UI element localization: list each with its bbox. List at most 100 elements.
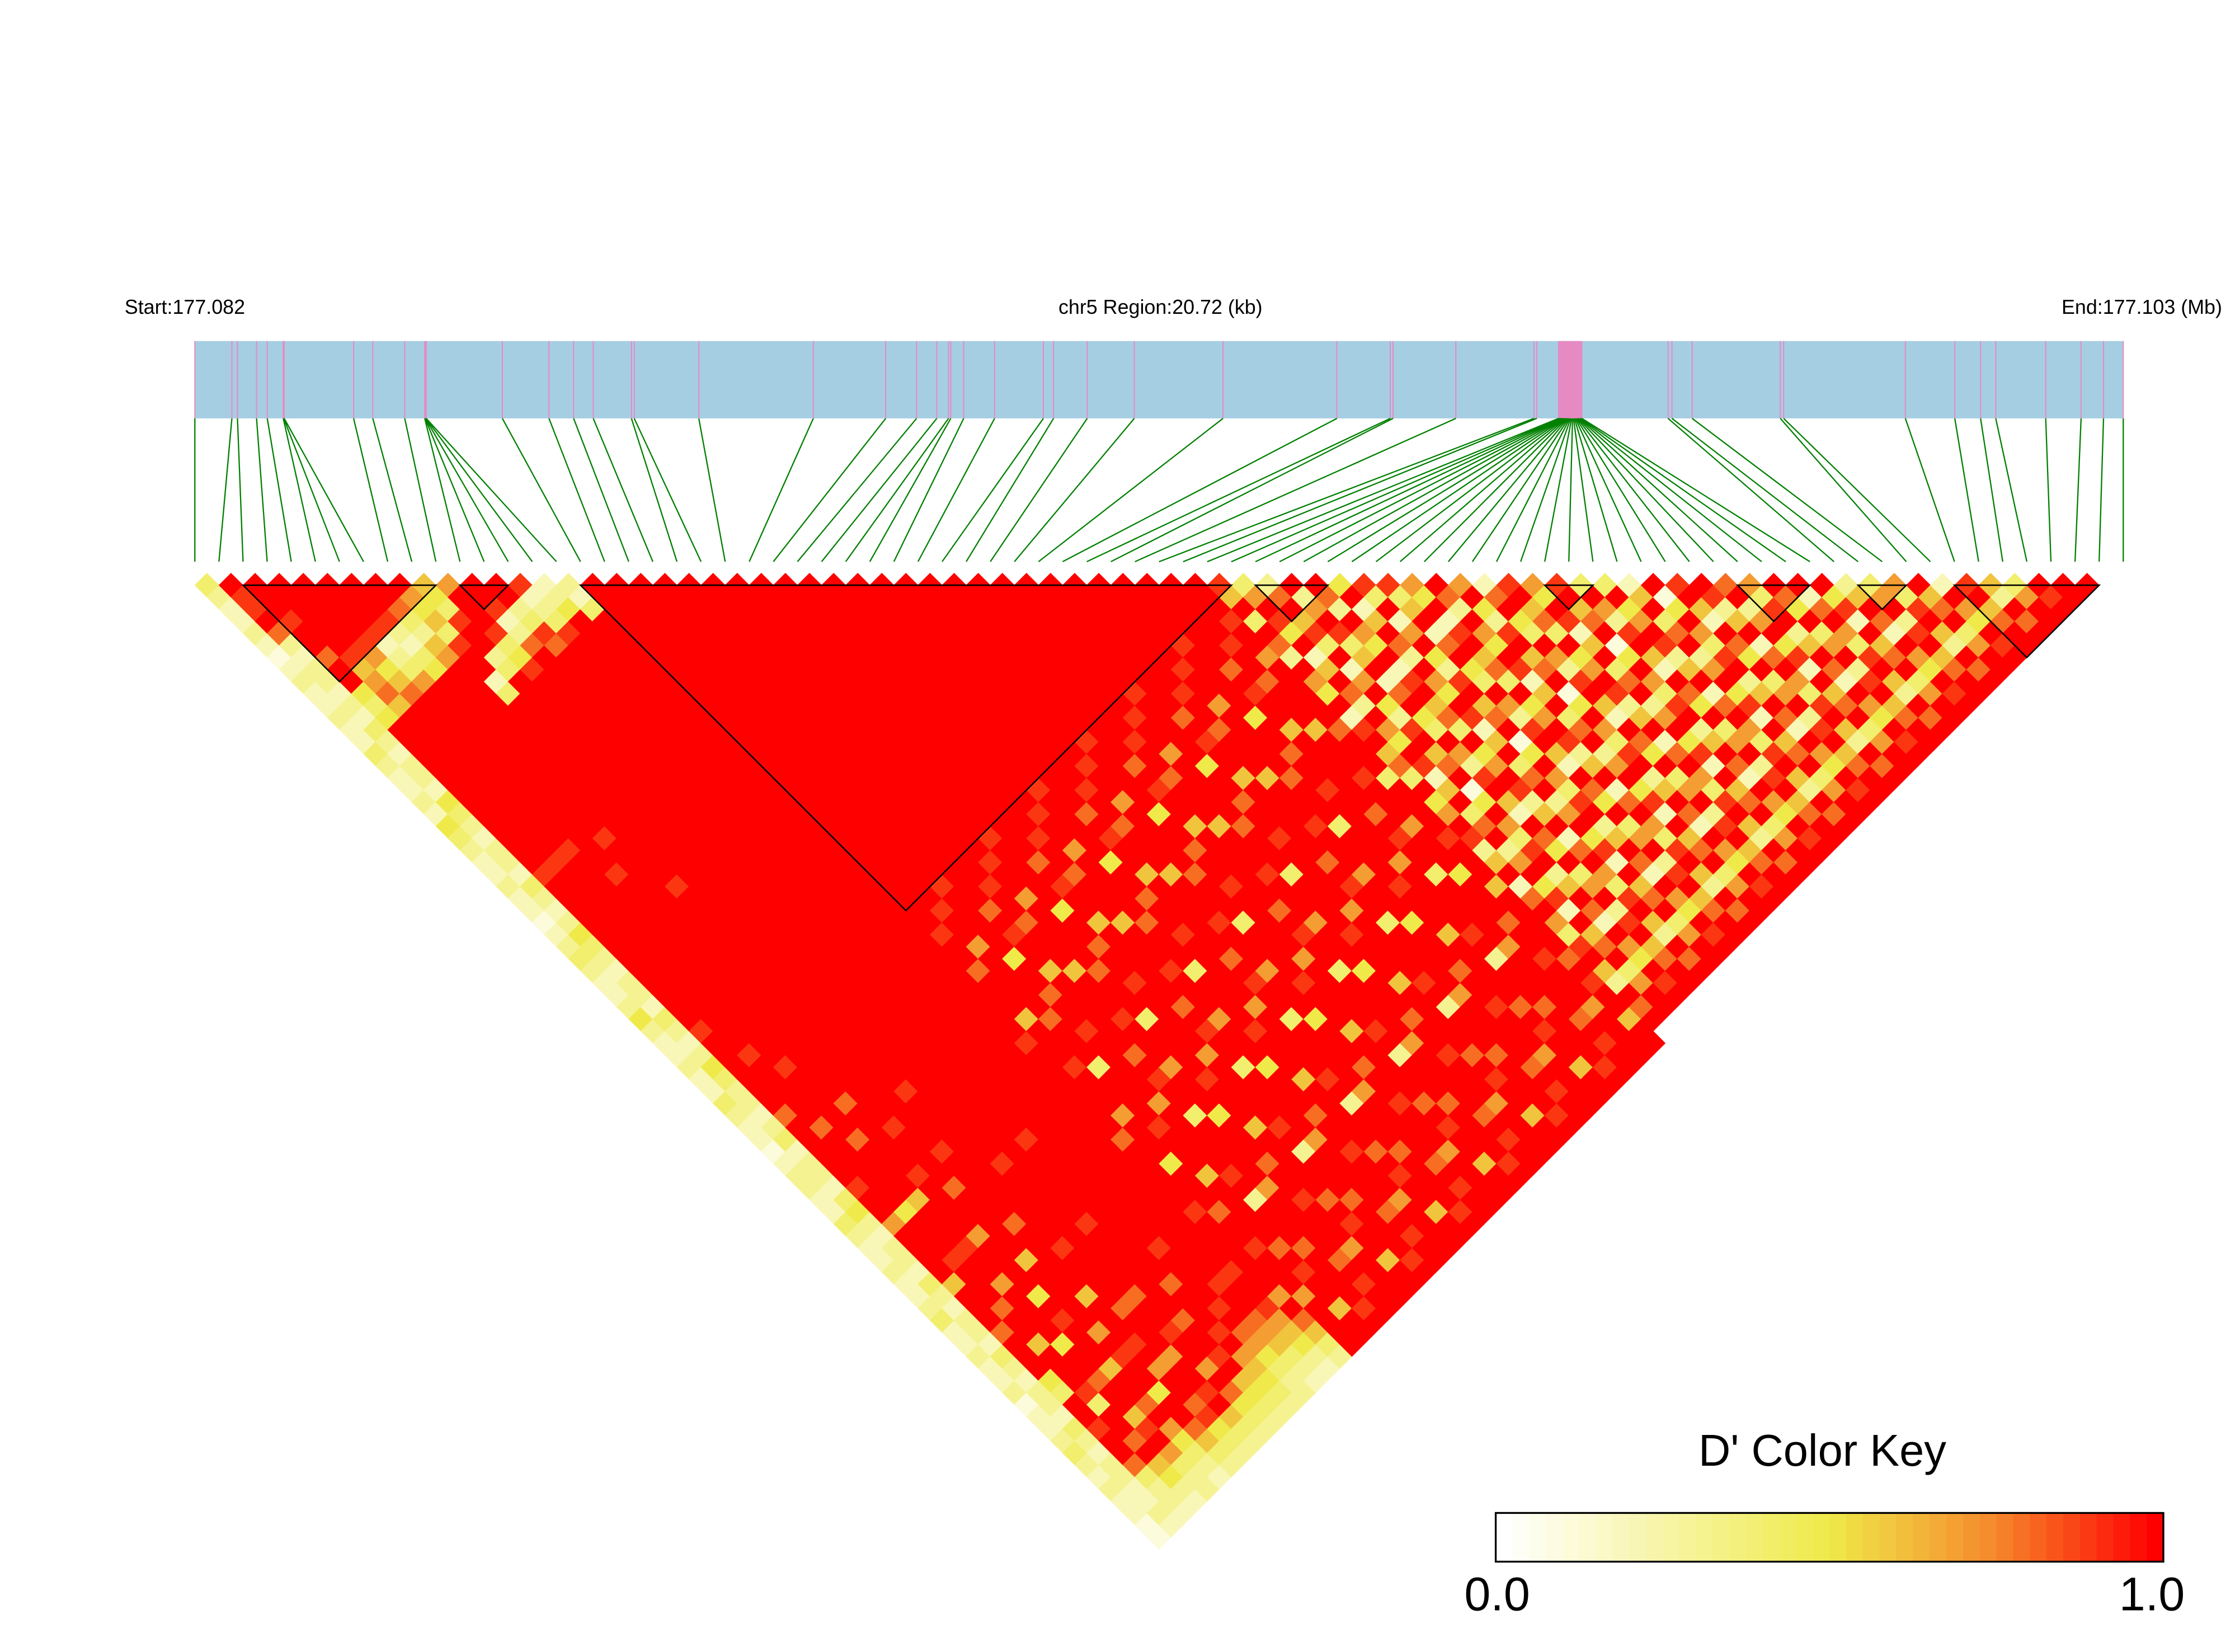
color-key-swatch <box>1612 1513 1630 1562</box>
snp-connector-line <box>1995 418 2028 562</box>
color-key-swatch <box>2063 1513 2081 1562</box>
snp-connector-line <box>1578 418 1738 562</box>
region-size-label: chr5 Region:20.72 (kb) <box>1058 296 1263 318</box>
snp-connector-line <box>1577 418 1690 562</box>
snp-connector-line <box>1780 418 1907 562</box>
snp-connector-line <box>573 418 629 562</box>
snp-connector-line <box>1667 418 1834 562</box>
snp-connector-line <box>592 418 654 562</box>
snp-connector-line <box>1580 417 1786 562</box>
snp-connector-lines <box>194 417 2124 563</box>
region-start-label: Start:177.082 <box>125 296 245 318</box>
snp-connector-line <box>1086 417 1391 563</box>
color-key-swatch <box>1913 1513 1931 1562</box>
color-key-swatch <box>2147 1513 2164 1562</box>
snp-connector-line <box>869 418 952 562</box>
snp-connector-line <box>773 418 887 562</box>
snp-connector-line <box>1954 418 1979 562</box>
color-key-swatch <box>1512 1513 1530 1562</box>
ld-block-outlines <box>241 584 2101 912</box>
snp-connector-line <box>425 418 557 562</box>
snp-connector-line <box>1447 418 1569 562</box>
snp-connector-line <box>1578 418 1714 562</box>
color-key-swatch <box>1679 1513 1697 1562</box>
snp-connector-line <box>1691 418 1883 562</box>
snp-connector-line <box>1159 417 1535 563</box>
snp-connector-line <box>1519 418 1571 562</box>
snp-connector-line <box>1423 418 1568 562</box>
snp-connector-line <box>698 418 726 562</box>
snp-connector-line <box>424 418 485 562</box>
snp-connector-line <box>821 418 938 562</box>
color-key-swatch <box>1779 1513 1797 1562</box>
ld-block-outline <box>1735 584 1812 623</box>
color-key-swatch <box>1746 1513 1763 1562</box>
snp-connector-line <box>1783 418 1931 562</box>
snp-connector-line <box>1375 418 1566 562</box>
snp-connector-line <box>1255 417 1561 563</box>
color-key-swatch <box>1712 1513 1730 1562</box>
snp-connector-line <box>501 418 581 562</box>
color-key-swatch <box>1696 1513 1714 1562</box>
ld-block-outline <box>1952 584 2101 659</box>
snp-connector-line <box>283 418 364 562</box>
snp-connector-line <box>1573 418 1594 562</box>
snp-connector-line <box>1544 418 1573 562</box>
snp-connector-line <box>1038 418 1224 562</box>
color-key-max-label: 1.0 <box>2119 1568 2185 1621</box>
color-key-swatch <box>2130 1513 2148 1562</box>
color-key-swatch <box>1646 1513 1663 1562</box>
dprime-cells <box>194 572 2100 1550</box>
snp-connector-line <box>1904 418 1955 562</box>
snp-connector-line <box>1014 418 1135 562</box>
snp-connector-line <box>218 418 233 562</box>
color-key-swatch <box>1579 1513 1597 1562</box>
snp-connector-line <box>633 418 702 562</box>
snp-connector-line <box>1111 417 1394 563</box>
ld-block-outline <box>578 584 1234 912</box>
color-key-swatch <box>1862 1513 1880 1562</box>
snp-connector-line <box>1327 417 1564 562</box>
color-key-title: D' Color Key <box>1698 1425 1946 1475</box>
snp-connector-line <box>425 418 509 562</box>
color-key-swatch <box>1662 1513 1680 1562</box>
snp-connector-line <box>256 418 268 562</box>
color-key-swatch <box>2013 1513 2031 1562</box>
color-key-swatch <box>1796 1513 1814 1562</box>
snp-connector-line <box>1575 418 1666 562</box>
snp-connector-line <box>2098 418 2105 562</box>
dprime-cell <box>1640 1030 1666 1056</box>
snp-connector-line <box>1135 417 1456 563</box>
snp-connector-line <box>2045 418 2052 562</box>
color-key-swatch <box>1963 1513 1980 1562</box>
color-key-min-label: 0.0 <box>1464 1568 1530 1621</box>
color-key-border <box>1494 1512 2165 1563</box>
snp-connector-line <box>1183 417 1537 563</box>
snp-position-marks <box>194 341 2124 418</box>
color-key-swatch <box>2030 1513 2048 1562</box>
color-key-swatch <box>1629 1513 1647 1562</box>
snp-connector-line <box>1574 418 1642 562</box>
snp-connector-line <box>1279 417 1562 563</box>
snp-connector-line <box>1231 417 1560 563</box>
snp-connector-line <box>1579 418 1762 562</box>
ld-block-outline <box>458 584 510 610</box>
color-key-swatch <box>2096 1513 2114 1562</box>
color-key-swatch <box>2079 1513 2097 1562</box>
color-key-swatch <box>1495 1513 1513 1562</box>
snp-connector-line <box>352 418 389 562</box>
snp-connector-line <box>266 418 292 562</box>
snp-connector-line <box>1303 417 1563 563</box>
snp-connector-line <box>1207 417 1559 563</box>
snp-connector-line <box>893 418 964 562</box>
snp-connector-line <box>1568 418 1574 562</box>
snp-connector-line <box>1980 418 2003 562</box>
snp-connector-line <box>237 418 244 562</box>
snp-connector-line <box>424 418 461 562</box>
gene-track-bar <box>195 341 2124 418</box>
snp-connector-line <box>425 418 533 562</box>
snp-connector-line <box>1671 418 1858 562</box>
snp-connector-line <box>1495 418 1570 562</box>
color-key-swatch <box>1930 1513 1947 1562</box>
